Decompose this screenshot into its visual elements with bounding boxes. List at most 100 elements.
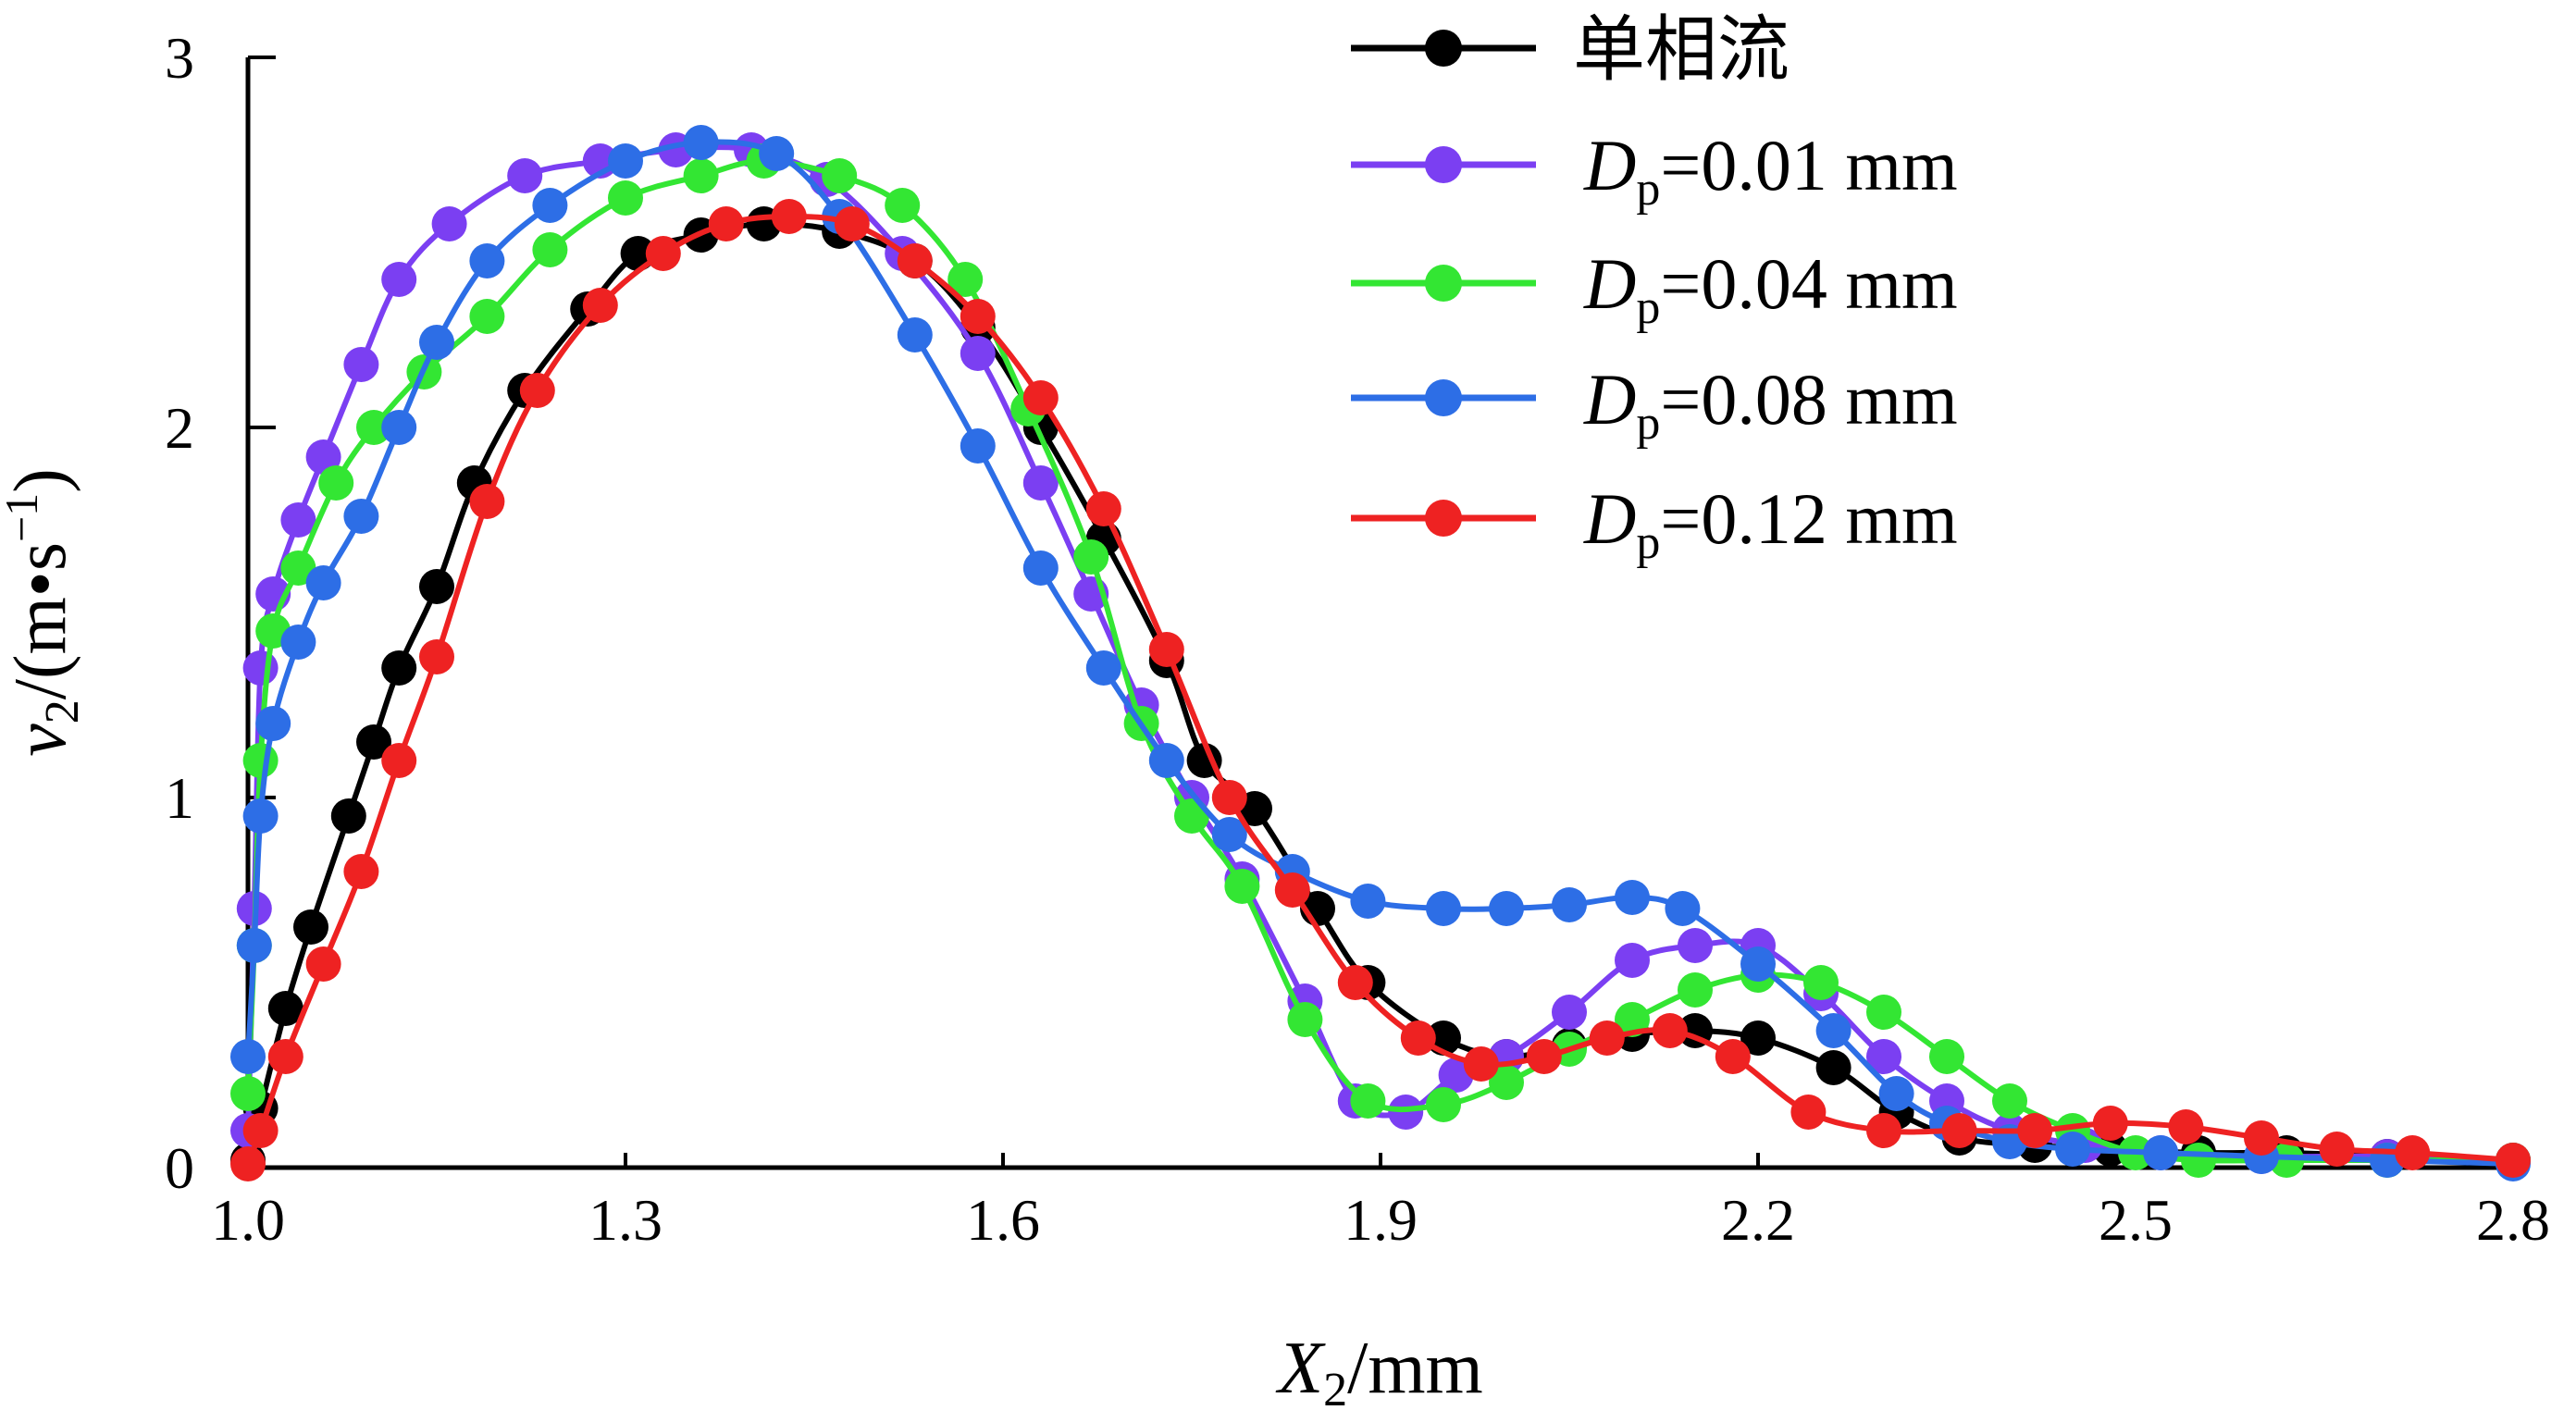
data-point [2017, 1113, 2053, 1148]
data-point [343, 347, 379, 382]
data-point [2168, 1109, 2204, 1144]
data-point [1866, 1113, 1901, 1148]
data-point [2143, 1135, 2179, 1170]
data-point [1337, 965, 1373, 1000]
data-point [1489, 891, 1524, 926]
x-tick-label: 2.8 [2476, 1187, 2550, 1253]
data-point [1803, 965, 1839, 1000]
data-point [1740, 946, 1776, 982]
data-point [759, 136, 795, 171]
data-point [1615, 1002, 1650, 1037]
data-point [1463, 1046, 1499, 1082]
data-point [381, 650, 417, 686]
data-point [1350, 884, 1386, 919]
series-line [245, 214, 2514, 1166]
legend-marker-dp-001 [1425, 146, 1462, 183]
data-point [1740, 1020, 1776, 1056]
y-axis-label: v2/(m•s−1) [0, 468, 89, 757]
data-point [532, 232, 568, 267]
x-tick-label: 2.2 [1721, 1187, 1795, 1253]
data-point [1552, 887, 1587, 922]
legend: 单相流 Dp=0.01 mm Dp=0.04 mm Dp=0.08 mm Dp=… [1351, 9, 1958, 569]
legend-item-single-phase: 单相流 [1351, 9, 1790, 90]
data-point [960, 299, 996, 334]
data-point [1085, 650, 1121, 686]
data-point [419, 569, 454, 604]
data-point [1615, 880, 1650, 915]
data-point [1652, 1013, 1688, 1048]
x-tick-label: 2.5 [2099, 1187, 2173, 1253]
data-point [608, 180, 643, 216]
data-point [1022, 550, 1059, 586]
data-point [267, 991, 303, 1026]
data-point [230, 1039, 266, 1074]
data-point [1866, 995, 1901, 1030]
series-line [245, 220, 2514, 1163]
legend-label-dp-012: Dp=0.12 mm [1583, 478, 1958, 569]
legend-label-single-phase: 单相流 [1573, 9, 1790, 90]
data-point [1388, 1095, 1424, 1130]
data-point [1866, 1039, 1901, 1074]
data-point [2092, 1106, 2128, 1141]
data-point [1148, 632, 1184, 667]
series-1 [230, 132, 2531, 1178]
data-point [1715, 1039, 1751, 1074]
data-point [305, 946, 341, 982]
data-point [1426, 1087, 1461, 1122]
data-point [469, 243, 505, 278]
series-4 [230, 199, 2531, 1181]
data-point [1790, 1095, 1827, 1130]
data-point [1174, 798, 1209, 834]
data-point [582, 288, 618, 323]
data-point [2244, 1120, 2279, 1156]
legend-label-dp-001: Dp=0.01 mm [1583, 125, 1958, 216]
data-point [242, 650, 279, 686]
data-point [2319, 1132, 2355, 1167]
data-point [242, 743, 279, 778]
legend-marker-single-phase [1425, 30, 1462, 67]
data-point [419, 325, 454, 360]
data-point [683, 158, 719, 193]
data-point [1274, 872, 1310, 908]
data-point [1678, 972, 1713, 1008]
data-point [1148, 743, 1184, 778]
data-point [1224, 869, 1260, 904]
data-point [343, 499, 379, 534]
y-tick-label: 2 [165, 395, 194, 461]
data-point [236, 928, 272, 963]
legend-item-dp-001: Dp=0.01 mm [1351, 125, 1958, 216]
data-point [343, 854, 379, 889]
x-tick-label: 1.6 [966, 1187, 1040, 1253]
ticks: 1.0 1.3 1.6 1.9 2.2 2.5 2.8 0 1 2 3 [165, 25, 2550, 1253]
data-point [1665, 891, 1701, 926]
legend-label-dp-004: Dp=0.04 mm [1583, 243, 1958, 334]
data-point [469, 484, 505, 519]
data-point [1085, 491, 1121, 526]
data-point [1211, 780, 1247, 815]
data-point [897, 243, 933, 278]
y-tick-label: 0 [165, 1135, 194, 1201]
data-point [330, 798, 366, 834]
data-point [1350, 1083, 1386, 1119]
data-point [1815, 1013, 1852, 1048]
data-point [356, 410, 391, 445]
data-point [645, 236, 681, 271]
data-point [318, 465, 354, 501]
legend-label-dp-008: Dp=0.08 mm [1583, 359, 1958, 450]
data-point [1400, 1020, 1436, 1056]
data-point [708, 206, 744, 241]
data-point [608, 143, 643, 179]
data-point [1615, 943, 1650, 978]
data-point [1992, 1083, 2027, 1119]
data-point [947, 262, 984, 297]
series-layer [230, 125, 2531, 1181]
data-point [532, 188, 568, 223]
data-point [519, 373, 555, 408]
data-point [897, 317, 933, 352]
legend-item-dp-008: Dp=0.08 mm [1351, 359, 1958, 450]
series-0 [230, 206, 2531, 1178]
data-point [507, 158, 543, 193]
data-point [960, 336, 996, 371]
data-point [822, 158, 858, 193]
